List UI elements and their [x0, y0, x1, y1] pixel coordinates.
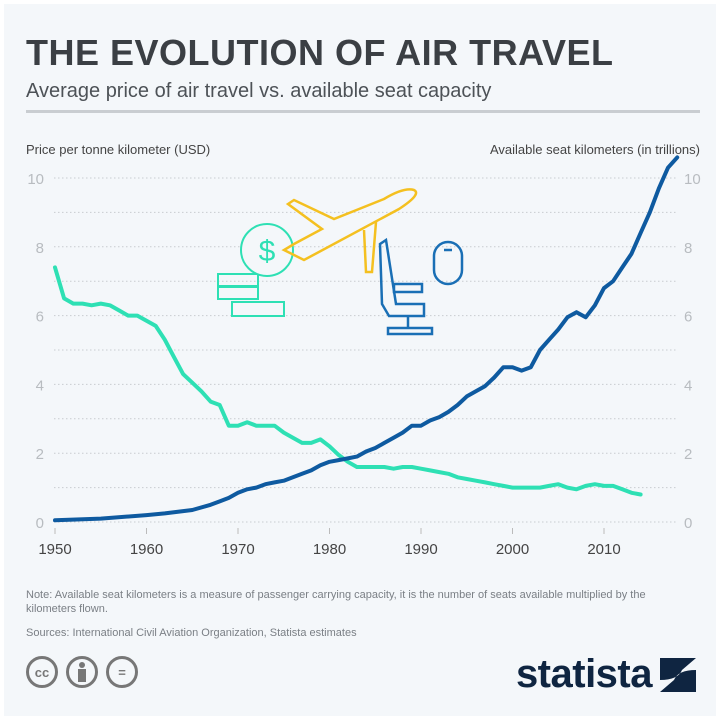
travel-illustration: $	[217, 188, 464, 336]
statista-logo-mark-icon	[660, 657, 696, 692]
svg-text:$: $	[259, 235, 276, 268]
left-y-tick-label: 0	[36, 515, 44, 532]
right-y-tick-label: 6	[684, 309, 692, 326]
chart-title: THE EVOLUTION OF AIR TRAVEL	[26, 32, 614, 73]
right-y-tick-label: 4	[684, 377, 692, 394]
right-y-tick-label: 0	[684, 515, 692, 532]
x-tick-label: 1980	[313, 541, 346, 558]
x-tick-label: 1950	[38, 541, 71, 558]
left-y-tick-label: 10	[27, 171, 44, 188]
airplane-icon	[281, 188, 418, 274]
line-chart: $ 0 0 2 2 4 4 6 6 8 8 10 10 1950 1960 1970 1980 1990 2000…	[27, 155, 701, 558]
seat-icon	[378, 237, 464, 336]
right-y-tick-label: 10	[684, 171, 701, 188]
right-axis-label: Available seat kilometers (in trillions)	[489, 142, 700, 157]
right-y-tick-label: 2	[684, 446, 692, 463]
x-tick-label: 1970	[221, 541, 254, 558]
left-y-tick-label: 4	[36, 377, 44, 394]
price-series-line	[53, 265, 643, 497]
left-y-tick-label: 2	[36, 446, 44, 463]
no-derivatives-icon[interactable]: =	[106, 656, 138, 688]
coins-icon: $	[217, 223, 294, 317]
infographic-card: THE EVOLUTION OF AIR TRAVEL Average pric…	[4, 4, 716, 716]
cc-icon[interactable]: cc	[26, 656, 58, 688]
x-tick-label: 1960	[130, 541, 163, 558]
divider	[26, 110, 700, 113]
x-tick-label: 1990	[404, 541, 437, 558]
chart-note: Note: Available seat kilometers is a mea…	[26, 589, 646, 615]
attribution-icon[interactable]	[66, 656, 98, 688]
statista-logo[interactable]: statista	[516, 652, 696, 697]
x-tick-label: 2010	[587, 541, 620, 558]
right-y-tick-label: 8	[684, 240, 692, 257]
chart-subtitle: Average price of air travel vs. availabl…	[26, 80, 492, 102]
left-axis-label: Price per tonne kilometer (USD)	[26, 142, 211, 157]
left-y-tick-label: 8	[36, 240, 44, 257]
logo-text: statista	[515, 652, 653, 696]
chart-source: Sources: International Civil Aviation Or…	[26, 627, 357, 639]
left-y-tick-label: 6	[36, 309, 44, 326]
x-tick-label: 2000	[496, 541, 529, 558]
license-badges[interactable]: cc =	[26, 656, 138, 688]
